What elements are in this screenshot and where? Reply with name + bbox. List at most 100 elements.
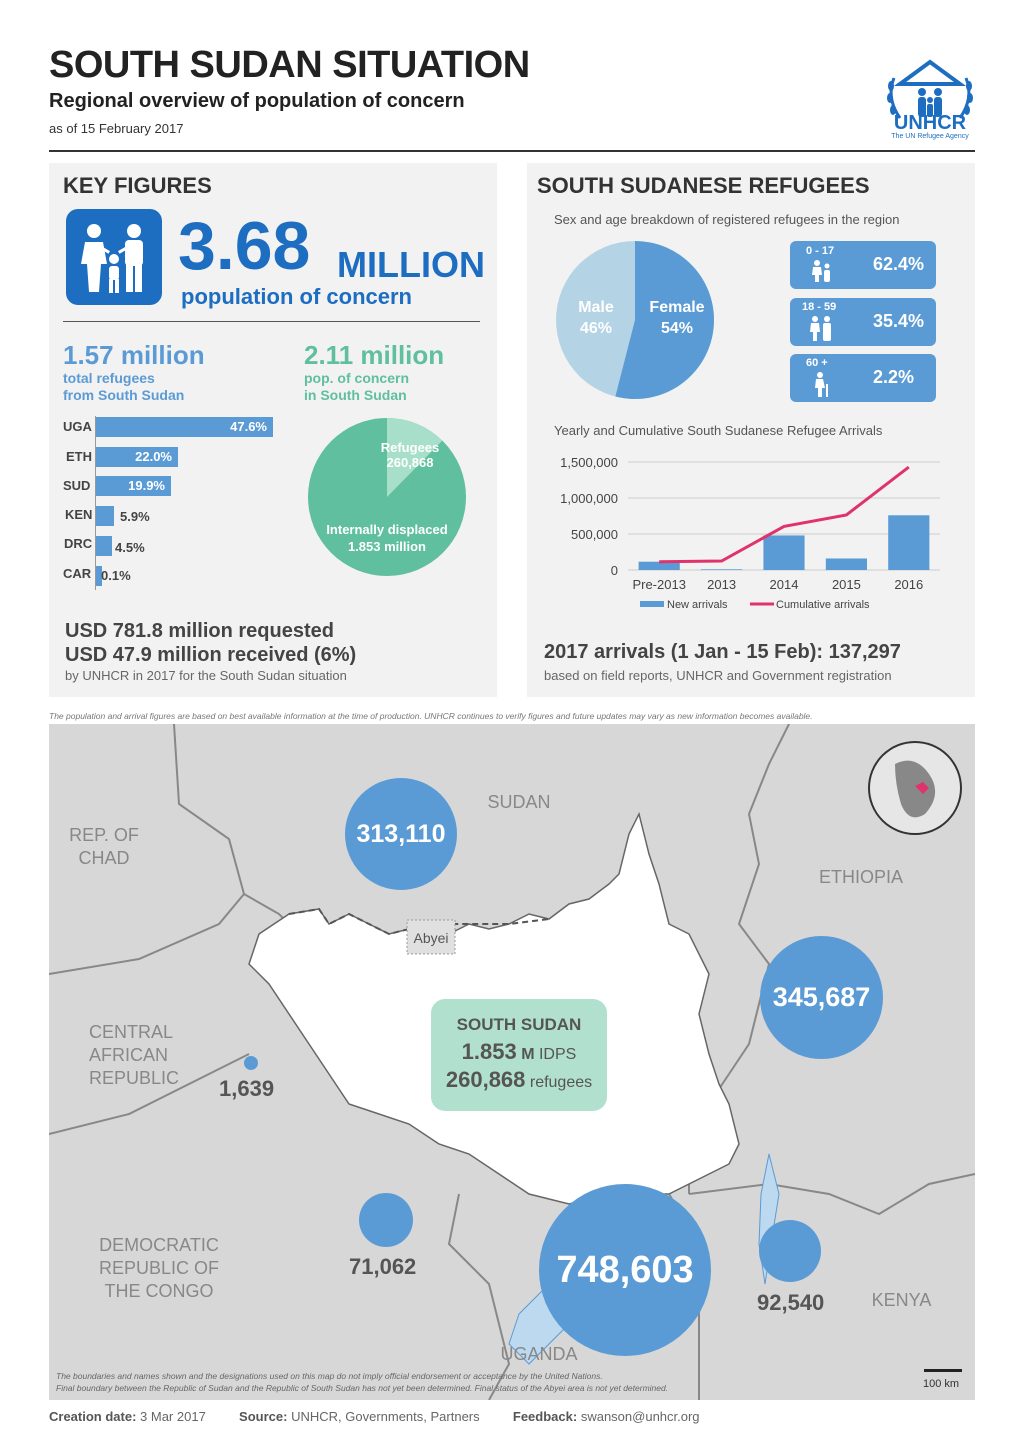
bar-axis bbox=[95, 416, 96, 590]
age-group-adult: 18 - 59 35.4% bbox=[790, 298, 936, 346]
circle-sudan: 313,110 bbox=[345, 778, 457, 890]
female-value: 54% bbox=[660, 320, 694, 337]
idp-unit: M bbox=[521, 1046, 535, 1063]
source-label: Source: bbox=[239, 1409, 288, 1424]
arrival-bar bbox=[701, 569, 743, 570]
elderly-icon bbox=[815, 372, 828, 397]
value-kenya: 92,540 bbox=[757, 1290, 825, 1315]
poc-pie-chart bbox=[308, 418, 466, 576]
idp-label: IDPS bbox=[538, 1046, 577, 1063]
arrival-bar bbox=[638, 561, 680, 570]
funding-note: by UNHCR in 2017 for the South Sudan sit… bbox=[65, 668, 347, 683]
bar-car-value: 0.1% bbox=[101, 568, 131, 583]
pie-idp-label: Internally displaced bbox=[326, 522, 448, 537]
country-car: CENTRAL AFRICAN REPUBLIC bbox=[89, 1022, 180, 1088]
bar-country-label: ETH bbox=[66, 449, 92, 464]
page-subtitle: Regional overview of population of conce… bbox=[49, 90, 465, 112]
south-sudan-refugees: 260,868 refugees bbox=[431, 1067, 607, 1093]
age-value: 35.4% bbox=[872, 311, 924, 331]
feedback-link[interactable]: swanson@unhcr.org bbox=[580, 1409, 700, 1424]
bar-country-label: UGA bbox=[63, 419, 92, 434]
poc-total: 2.11 million bbox=[304, 340, 445, 370]
arrival-bar bbox=[888, 515, 930, 570]
pie-idp-value: 1.853 million bbox=[347, 539, 427, 554]
bar-eth: 22.0% bbox=[96, 447, 178, 467]
female-label: Female bbox=[649, 299, 705, 316]
disclaimer: The population and arrival figures are b… bbox=[49, 711, 813, 721]
bar-ken bbox=[96, 506, 114, 526]
x-tick-label: 2016 bbox=[894, 577, 923, 592]
bar-sud: 19.9% bbox=[96, 476, 171, 496]
bar-drc bbox=[96, 536, 112, 556]
x-tick-label: Pre-2013 bbox=[632, 577, 685, 592]
refugees-label-2: from South Sudan bbox=[63, 387, 185, 403]
adults-icon bbox=[810, 316, 831, 341]
refugee-number: 260,868 bbox=[445, 1067, 526, 1092]
poc-label-2: in South Sudan bbox=[304, 387, 407, 403]
funding-received: USD 47.9 million received (6%) bbox=[65, 644, 357, 666]
y-tick-label: 500,000 bbox=[571, 527, 618, 542]
country-sudan: SUDAN bbox=[487, 792, 551, 812]
pie-refugees-label: Refugees bbox=[380, 440, 440, 455]
country-drc: DEMOCRATIC REPUBLIC OF THE CONGO bbox=[98, 1235, 220, 1301]
country-ethiopia: ETHIOPIA bbox=[818, 867, 903, 887]
arrivals-2017: 2017 arrivals (1 Jan - 15 Feb): 137,297 bbox=[544, 641, 901, 663]
y-tick-label: 1,500,000 bbox=[560, 455, 618, 470]
age-range-label: 18 - 59 bbox=[802, 301, 837, 313]
age-group-elderly: 60 + 2.2% bbox=[790, 354, 936, 402]
country-chad: REP. OF CHAD bbox=[69, 825, 139, 868]
value-drc: 71,062 bbox=[349, 1254, 417, 1279]
legend-line-label: Cumulative arrivals bbox=[776, 599, 870, 611]
map-note-2: Final boundary between the Republic of S… bbox=[56, 1383, 669, 1393]
circle-kenya bbox=[759, 1220, 821, 1282]
scale-label: 100 km bbox=[923, 1378, 960, 1390]
age-group-child: 0 - 17 62.4% bbox=[790, 241, 936, 289]
key-figures-divider bbox=[63, 321, 480, 322]
age-value: 2.2% bbox=[872, 367, 914, 387]
male-label: Male bbox=[578, 299, 614, 316]
children-icon bbox=[812, 260, 830, 282]
report-date: as of 15 February 2017 bbox=[49, 121, 184, 136]
age-range-label: 60 + bbox=[806, 357, 828, 369]
legend-bar-swatch bbox=[640, 601, 664, 607]
unhcr-logo-icon bbox=[887, 59, 973, 119]
x-tick-label: 2013 bbox=[707, 577, 736, 592]
circle-car bbox=[244, 1056, 258, 1070]
x-tick-label: 2014 bbox=[770, 577, 799, 592]
poc-label-1: pop. of concern bbox=[304, 370, 409, 386]
country-kenya: KENYA bbox=[871, 1290, 932, 1310]
refugee-label: refugees bbox=[529, 1074, 593, 1091]
south-sudan-title: SOUTH SUDAN bbox=[456, 1015, 582, 1034]
circle-ethiopia: 345,687 bbox=[760, 936, 883, 1059]
country-bar-chart: UGA 47.6% ETH 22.0% SUD 19.9% KEN 5.9% D… bbox=[63, 416, 293, 590]
y-tick-label: 1,000,000 bbox=[560, 491, 618, 506]
footer: Creation date: 3 Mar 2017 Source: UNHCR,… bbox=[49, 1409, 975, 1424]
sex-caption: Sex and age breakdown of registered refu… bbox=[554, 212, 900, 227]
age-range-label: 0 - 17 bbox=[806, 245, 835, 257]
logo-subtext: The UN Refugee Agency bbox=[891, 133, 969, 140]
bar-uga: 47.6% bbox=[96, 417, 273, 437]
page-title: SOUTH SUDAN SITUATION bbox=[49, 44, 530, 86]
source-value: UNHCR, Governments, Partners bbox=[291, 1409, 480, 1424]
x-tick-label: 2015 bbox=[832, 577, 861, 592]
y-tick-label: 0 bbox=[611, 563, 618, 578]
bar-country-label: DRC bbox=[64, 536, 93, 551]
refugees-total: 1.57 million bbox=[63, 340, 205, 370]
bar-car bbox=[96, 566, 102, 586]
south-sudan-box: SOUTH SUDAN 1.853 M IDPS 260,868 refugee… bbox=[431, 999, 607, 1111]
bar-drc-value: 4.5% bbox=[115, 540, 145, 555]
idp-number: 1.853 bbox=[461, 1039, 517, 1064]
arrival-bar bbox=[825, 558, 867, 570]
circle-uganda: 748,603 bbox=[539, 1184, 711, 1356]
key-figure-number: 3.68 bbox=[178, 208, 311, 284]
pie-female-slice bbox=[615, 241, 714, 399]
bar-country-label: CAR bbox=[63, 566, 92, 581]
arrivals-note: based on field reports, UNHCR and Govern… bbox=[544, 668, 892, 683]
refugees-panel-title: SOUTH SUDANESE REFUGEES bbox=[537, 173, 870, 198]
arrivals-chart: 0 500,000 1,000,000 1,500,000 Pre-2013 2013 20… bbox=[560, 455, 940, 611]
bar-ken-value: 5.9% bbox=[120, 509, 150, 524]
funding-requested: USD 781.8 million requested bbox=[65, 620, 334, 642]
refugees-label-1: total refugees bbox=[63, 370, 155, 386]
circle-drc bbox=[359, 1193, 413, 1247]
feedback-label: Feedback: bbox=[512, 1409, 578, 1424]
